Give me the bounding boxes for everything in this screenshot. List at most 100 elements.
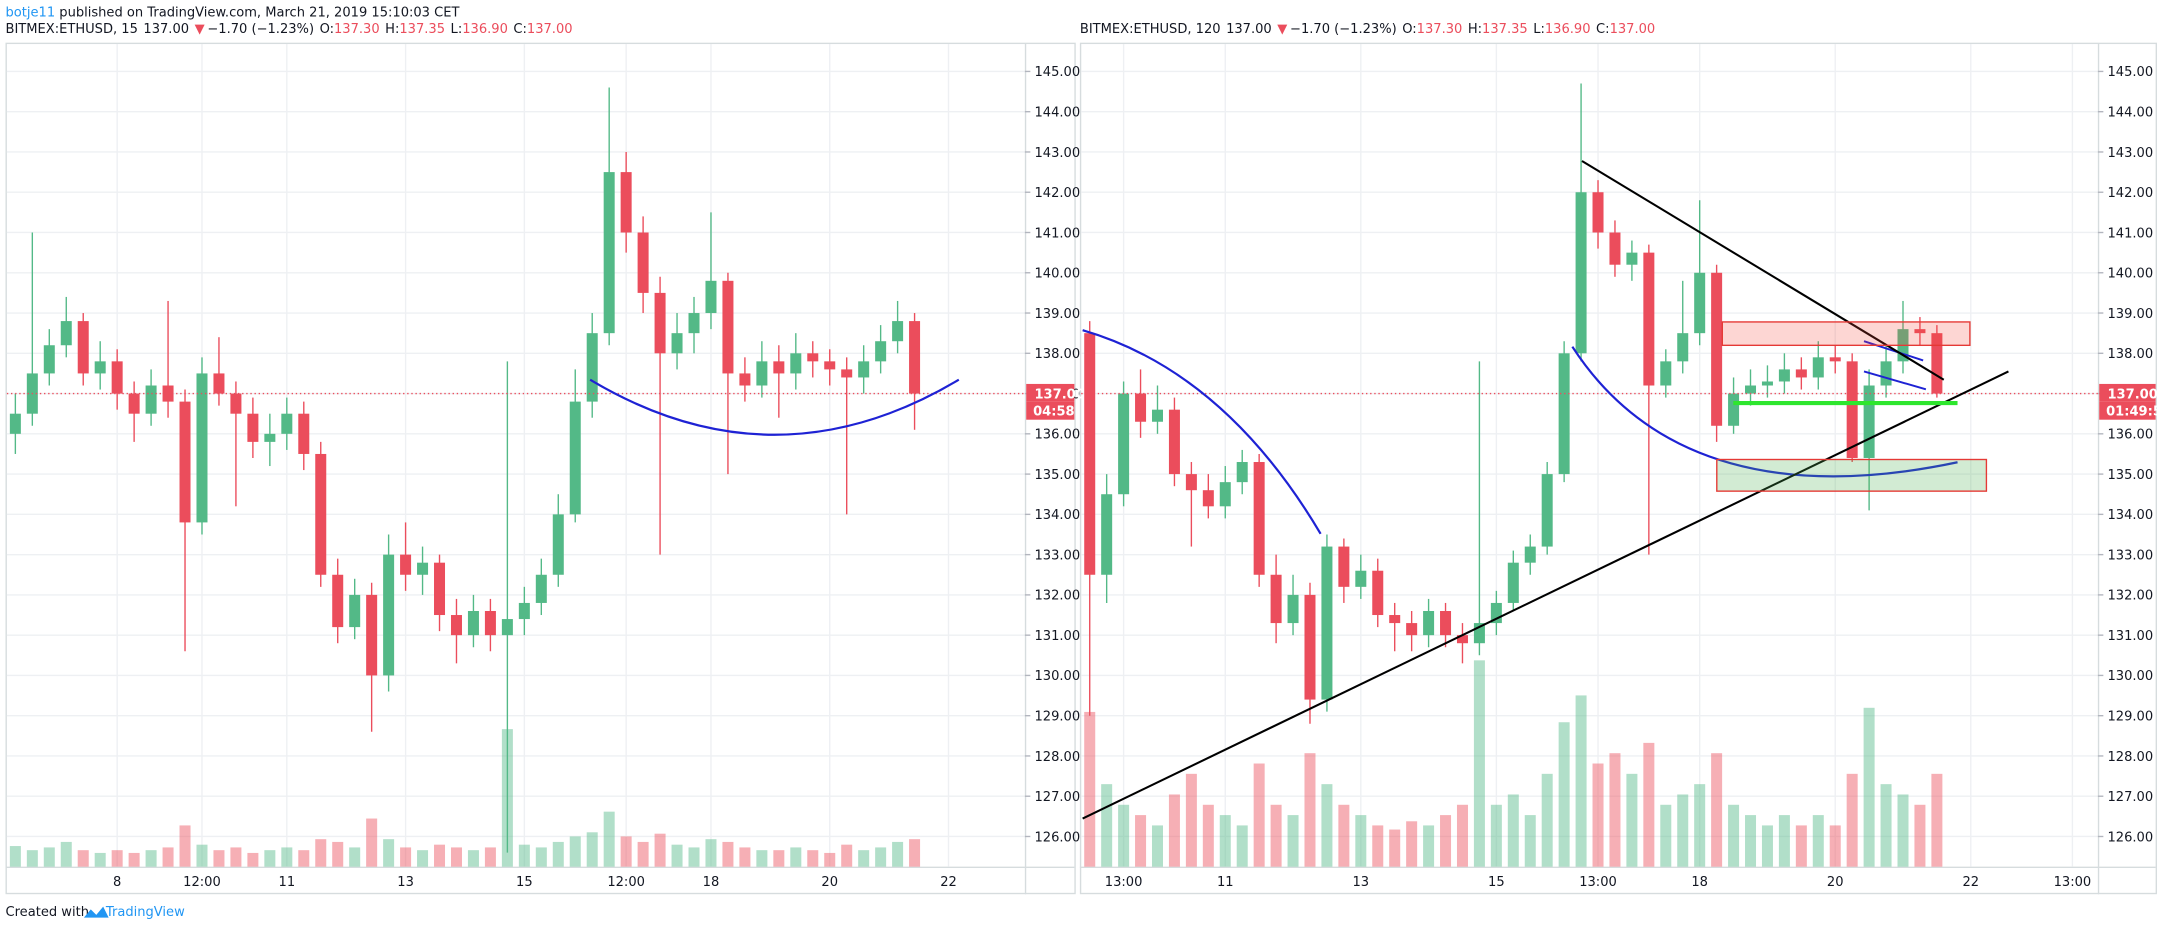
candle-body: [1558, 353, 1570, 475]
volume-bar: [1863, 707, 1875, 867]
candle-body: [722, 280, 734, 374]
volume-bar: [1202, 804, 1214, 867]
candle-body: [128, 393, 140, 414]
volume-bar: [1711, 753, 1723, 867]
volume-bar: [1168, 794, 1180, 867]
volume-bar: [1609, 753, 1621, 867]
x-tick-label: 11: [279, 875, 296, 890]
volume-bar: [1778, 815, 1790, 867]
stat-value: 137.00: [527, 22, 573, 37]
candle-body: [298, 413, 310, 454]
volume-bar: [1931, 773, 1943, 867]
volume-bar: [1236, 825, 1248, 867]
candle-body: [1694, 272, 1706, 334]
candle-body: [705, 280, 717, 314]
y-tick-label: 132.00: [1034, 589, 1080, 604]
volume-bar: [60, 841, 72, 867]
volume-bar: [417, 850, 429, 867]
candle-body: [1609, 232, 1621, 265]
price: 137.00: [143, 22, 189, 37]
candle-body: [807, 353, 819, 362]
candle-body: [1524, 546, 1536, 563]
candle-body: [501, 619, 513, 636]
volume-bar: [298, 850, 310, 867]
created-with: Created with: [6, 905, 89, 920]
stat-label: L:: [451, 22, 463, 37]
volume-bar: [1846, 773, 1858, 867]
candle-body: [332, 574, 344, 628]
volume-bar: [518, 844, 530, 867]
volume-bar: [1490, 804, 1502, 867]
change: −1.70 (−1.23%): [207, 22, 314, 37]
volume-bar: [705, 839, 717, 867]
left-pane-frame: [5, 42, 1076, 895]
candle-body: [450, 615, 462, 636]
candle-body: [1168, 409, 1180, 475]
candle-body: [111, 361, 123, 394]
volume-bar: [1151, 825, 1163, 867]
x-tick-label: 13: [1353, 875, 1370, 890]
y-tick-label: 139.00: [2107, 307, 2153, 322]
logo: [83, 906, 109, 918]
candle-body: [434, 562, 446, 616]
volume-bar: [9, 846, 21, 867]
y-tick-label: 141.00: [2107, 226, 2153, 241]
countdown: 01:49:58: [2106, 405, 2157, 420]
footer: Created with TradingView: [6, 905, 186, 920]
stat-value: 136.90: [1545, 22, 1591, 37]
last-price-label: 137.00: [1034, 387, 1084, 402]
volume-bar: [1118, 804, 1130, 867]
candle-body: [1846, 361, 1858, 458]
volume-bar: [1304, 753, 1316, 867]
candle-body: [1626, 252, 1638, 265]
candle-body: [824, 361, 836, 370]
right-pane-frame: [1079, 42, 2157, 895]
candle-body: [1863, 385, 1875, 458]
volume-bar: [1473, 660, 1485, 867]
volume-bar: [247, 852, 259, 867]
volume-bar: [1507, 794, 1519, 867]
x-tick-label: 15: [1488, 875, 1505, 890]
candle-body: [1880, 361, 1892, 386]
candle-body: [145, 385, 157, 414]
y-tick-label: 133.00: [1034, 548, 1080, 563]
last-price-label: 137.00: [2107, 387, 2157, 402]
candle-body: [1219, 482, 1231, 507]
publish-info: published on TradingView.com, March 21, …: [55, 6, 459, 21]
change-arrow: ▼: [195, 22, 205, 37]
y-tick-label: 142.00: [2107, 186, 2153, 201]
volume-bar: [1524, 815, 1536, 867]
stat-label: C:: [1596, 22, 1610, 37]
volume-bar: [1287, 815, 1299, 867]
volume-bar: [26, 850, 38, 867]
candle-body: [586, 333, 598, 402]
volume-bar: [603, 811, 615, 867]
candle-body: [94, 361, 106, 374]
volume-bar: [637, 841, 649, 867]
x-tick-label: 15: [516, 875, 533, 890]
candle-body: [841, 369, 853, 378]
candle-body: [1812, 357, 1824, 378]
volume-bar: [858, 850, 870, 867]
candle-body: [484, 610, 496, 636]
y-tick-label: 145.00: [1034, 65, 1080, 80]
volume-bar: [1101, 784, 1113, 867]
candle-body: [1253, 462, 1265, 575]
candle-body: [875, 341, 887, 362]
y-tick-label: 135.00: [2107, 468, 2153, 483]
volume-bar: [807, 850, 819, 867]
volume-bar: [281, 847, 293, 867]
candle-body: [1473, 623, 1485, 644]
x-tick-label: 20: [821, 875, 838, 890]
volume-bar: [1694, 784, 1706, 867]
y-tick-label: 133.00: [2107, 548, 2153, 563]
countdown-box: [1026, 401, 1075, 420]
stat-label: H:: [385, 22, 399, 37]
y-tick-label: 131.00: [2107, 629, 2153, 644]
candle-body: [1151, 409, 1163, 422]
volume-bar: [230, 847, 242, 867]
change-arrow: ▼: [1277, 22, 1287, 37]
volume-bar: [1541, 773, 1553, 867]
candle-body: [1778, 369, 1790, 382]
